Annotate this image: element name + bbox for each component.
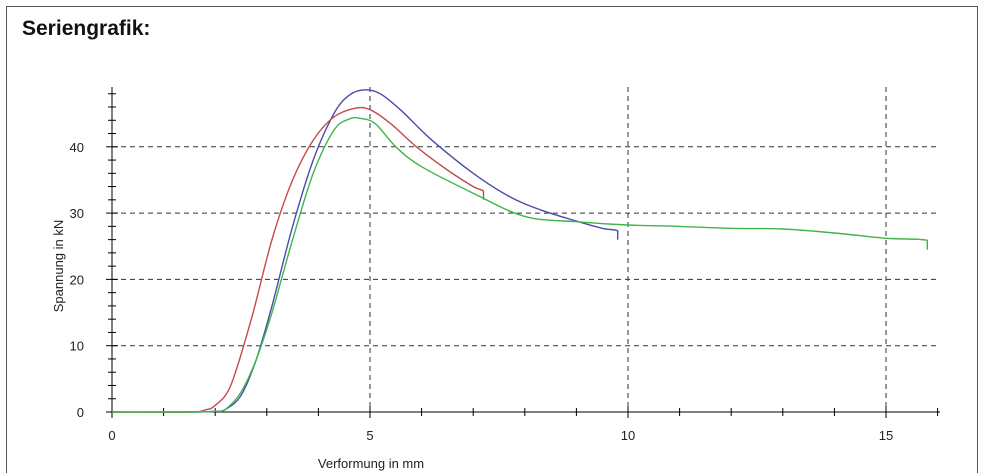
tick-labels: 0 5 10 15 0 10 20 30 40	[70, 140, 894, 443]
chart-title: Seriengrafik:	[22, 17, 151, 40]
y-tick-label-40: 40	[70, 140, 84, 155]
x-tick-label-5: 5	[366, 428, 373, 443]
y-tick-label-20: 20	[70, 272, 84, 287]
y-tick-label-0: 0	[77, 405, 84, 420]
axes	[111, 87, 940, 413]
y-axis-label: Spannung in kN	[51, 220, 66, 313]
series-line-2	[111, 106, 485, 413]
y-tick-label-30: 30	[70, 206, 84, 221]
series-line-1	[111, 89, 619, 413]
grid-lines	[112, 87, 940, 412]
y-tick-label-10: 10	[70, 339, 84, 354]
x-tick-label-0: 0	[108, 428, 115, 443]
x-tick-label-10: 10	[621, 428, 635, 443]
tick-marks	[106, 93, 939, 418]
series-line-3	[111, 116, 928, 413]
x-tick-label-15: 15	[879, 428, 893, 443]
data-series	[111, 89, 928, 413]
x-axis-label: Verformung in mm	[318, 456, 424, 471]
chart-panel	[6, 6, 978, 473]
